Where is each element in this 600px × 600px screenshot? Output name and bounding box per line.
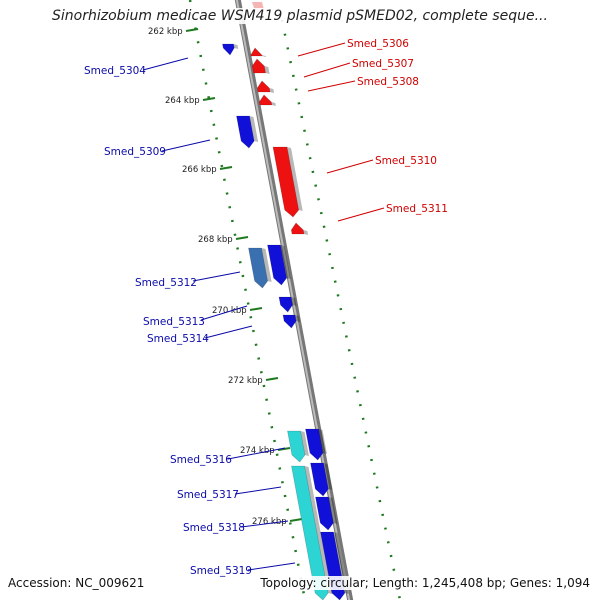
gene-label-reverse[interactable]: Smed_5310 [375,155,437,167]
gene-smed-5317 [310,462,333,497]
leader-line [303,62,351,78]
gene-smed-5312-steel [248,247,272,289]
gene-label-forward[interactable]: Smed_5314 [147,333,209,345]
gene-smed-5304 [222,43,239,56]
leader-line [337,207,385,222]
gene-smed-5316-cyan [287,430,309,463]
gene-smed-5318 [315,496,338,531]
tick-mark [265,377,279,381]
gene-label-forward[interactable]: Smed_5319 [190,565,252,577]
tick-label: 262 kbp [148,27,183,37]
tick-label: 272 kbp [228,376,263,386]
leader-line [227,447,286,460]
gene-label-reverse[interactable]: Smed_5307 [352,58,414,70]
gene-smed-5314 [282,314,301,329]
tick-mark [249,307,263,311]
leader-line [204,325,253,339]
gene-label-forward[interactable]: Smed_5318 [183,522,245,534]
leader-line [161,139,211,152]
gene-smed-5313 [278,296,297,313]
gene-smed-5312 [267,244,291,286]
tick-mark [235,236,249,240]
leader-line [142,57,189,71]
gene-label-forward[interactable]: Smed_5304 [84,65,146,77]
leader-line [326,159,374,174]
gene-smed-5316 [305,428,327,461]
tick-mark [277,447,291,451]
leader-line [297,42,346,57]
leader-line [307,80,356,92]
gene-smed-5311 [290,222,309,235]
tick-mark [185,28,199,32]
gene-smed-5317-cyan [291,465,333,600]
gene-features [222,2,349,600]
map-title: Sinorhizobium medicae WSM419 plasmid pSM… [0,8,600,24]
gene-label-forward[interactable]: Smed_5313 [143,316,205,328]
gene-smed-5308-a [256,80,275,93]
tick-label: 276 kbp [252,517,287,527]
tick-mark [202,97,216,101]
tick-label: 264 kbp [165,96,200,106]
gene-label-forward[interactable]: Smed_5309 [104,146,166,158]
leader-line [240,520,289,528]
gene-smed-5307 [251,58,270,74]
gene-label-forward[interactable]: Smed_5312 [135,277,197,289]
leader-line [234,486,282,495]
leader-line [192,271,241,282]
tick-label: 266 kbp [182,165,217,175]
leader-line [200,305,248,321]
tick-label: 268 kbp [198,235,233,245]
gene-label-forward[interactable]: Smed_5317 [177,489,239,501]
gene-smed-5310 [272,146,303,218]
gene-label-reverse[interactable]: Smed_5308 [357,76,419,88]
gene-smed-5306 [250,47,266,57]
gene-smed-5308-b [258,94,276,106]
gene-smed-5309 [236,115,259,149]
gene-labels: Smed_5304 Smed_5309 Smed_5312 Smed_5313 Smed… [84,38,448,577]
tick-label: 274 kbp [240,446,275,456]
outer-scale-ring [280,19,402,600]
tick-mark [219,166,233,170]
topology-text: Topology: circular; Length: 1,245,408 bp… [258,576,592,590]
tick-mark [289,518,303,522]
gene-label-reverse[interactable]: Smed_5311 [386,203,448,215]
leader-line [247,562,296,571]
gene-label-forward[interactable]: Smed_5316 [170,454,232,466]
accession-text: Accession: NC_009621 [6,576,147,590]
gene-label-reverse[interactable]: Smed_5306 [347,38,409,50]
